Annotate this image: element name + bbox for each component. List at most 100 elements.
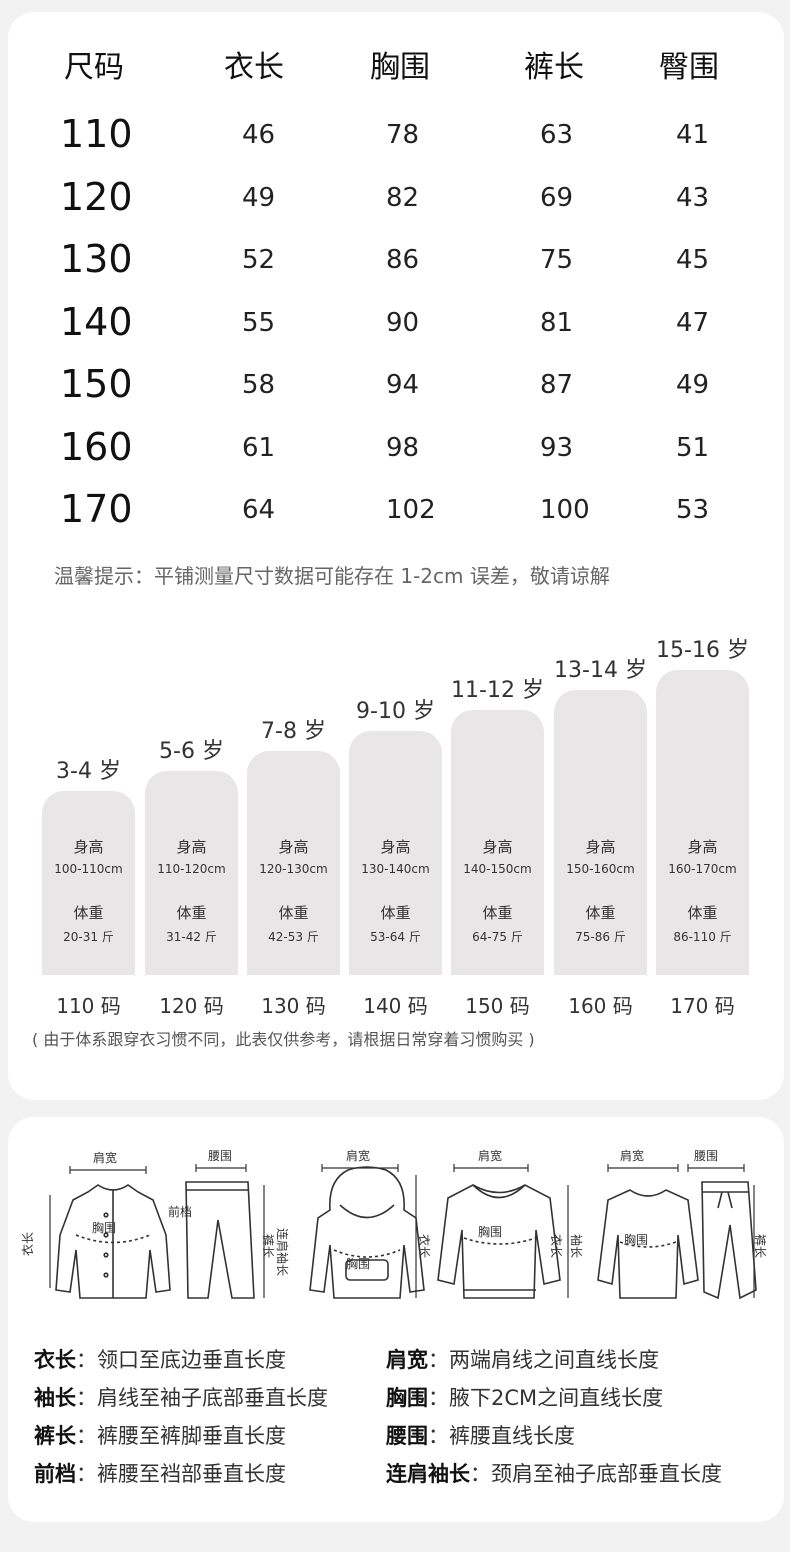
weight-label: 体重 [482, 904, 513, 922]
size-code: 170 码 [670, 994, 735, 1018]
age-bar [247, 751, 340, 975]
height-range: 160-170cm [668, 862, 737, 876]
weight-label: 体重 [585, 904, 616, 922]
age-label: 15-16 岁 [656, 638, 749, 663]
table-cell: 63 [540, 120, 574, 150]
diagram-label: 腰围 [694, 1149, 718, 1163]
table-cell: 94 [386, 370, 420, 400]
pants-icon [185, 1181, 255, 1299]
age-label: 7-8 岁 [261, 719, 326, 744]
diagram-label: 衣长 [20, 1232, 35, 1256]
size-cell: 170 [60, 487, 133, 531]
reference-note: ( 由于体系跟穿衣习惯不同，此表仅供参考，请根据日常穿着习惯购买 ) [32, 1030, 535, 1049]
table-cell: 98 [386, 432, 420, 463]
table-header: 胸围 [370, 50, 430, 85]
age-label: 5-6 岁 [159, 739, 224, 764]
diagram-label: 胸围 [478, 1224, 502, 1239]
age-label: 3-4 岁 [56, 759, 121, 784]
age-bar [656, 670, 749, 975]
weight-range: 20-31 斤 [63, 930, 114, 944]
table-cell: 81 [540, 307, 574, 338]
diagram-label: 腰围 [208, 1149, 232, 1163]
size-code: 130 码 [261, 994, 326, 1018]
diagram-label: 肩宽 [620, 1148, 644, 1163]
height-label: 身高 [380, 838, 411, 856]
table-cell: 69 [540, 182, 574, 213]
definition-item: 腰围：裤腰直线长度 [386, 1424, 575, 1448]
garment-diagrams: 肩宽 腰围 肩宽 肩宽 肩宽 腰围 胸围 胸围 胸围 胸围 衣长 前档 裤长 连… [20, 1148, 767, 1300]
height-label: 身高 [176, 838, 207, 856]
table-cell: 100 [540, 495, 590, 525]
height-range: 130-140cm [361, 862, 430, 876]
definition-item: 前档：裤腰至裆部垂直长度 [34, 1462, 286, 1486]
size-code: 160 码 [568, 994, 633, 1018]
height-label: 身高 [278, 838, 309, 856]
table-cell: 41 [676, 120, 710, 150]
table-cell: 86 [386, 245, 420, 275]
table-cell: 64 [242, 495, 276, 525]
height-range: 140-150cm [463, 862, 532, 876]
weight-range: 31-42 斤 [166, 930, 217, 944]
table-cell: 53 [676, 495, 710, 525]
table-header: 臀围 [659, 50, 719, 85]
table-cell: 58 [242, 370, 276, 400]
diagram-label: 胸围 [92, 1220, 116, 1235]
table-cell: 90 [386, 307, 420, 338]
definition-item: 连肩袖长：颈肩至袖子底部垂直长度 [386, 1462, 722, 1486]
table-header: 尺码 [64, 50, 124, 85]
table-cell: 93 [540, 432, 574, 463]
table-cell: 49 [676, 370, 710, 400]
height-range: 120-130cm [259, 862, 328, 876]
height-range: 110-120cm [157, 862, 226, 876]
age-bar [145, 771, 238, 975]
weight-label: 体重 [380, 904, 411, 922]
measurement-tip: 温馨提示：平铺测量尺寸数据可能存在 1-2cm 误差，敬请谅解 [54, 564, 610, 588]
height-label: 身高 [687, 838, 718, 856]
table-cell: 87 [540, 370, 574, 400]
weight-label: 体重 [176, 904, 207, 922]
height-label: 身高 [482, 838, 513, 856]
height-range: 100-110cm [54, 862, 123, 876]
age-label: 11-12 岁 [451, 678, 544, 703]
diagram-label: 连肩袖长 [275, 1228, 290, 1276]
table-cell: 51 [676, 432, 710, 463]
age-bar [349, 731, 442, 975]
table-cell: 52 [242, 245, 276, 275]
jacket-icon [55, 1184, 171, 1299]
table-header: 衣长 [224, 50, 284, 85]
table-cell: 47 [676, 307, 710, 338]
weight-label: 体重 [73, 904, 104, 922]
diagram-label: 肩宽 [478, 1148, 502, 1163]
diagram-label: 肩宽 [346, 1148, 370, 1163]
definition-item: 衣长：领口至底边垂直长度 [34, 1348, 286, 1372]
size-code: 140 码 [363, 994, 428, 1018]
size-cell: 160 [60, 424, 133, 469]
diagram-label: 裤长 [753, 1234, 767, 1258]
definition-item: 袖长：肩线至袖子底部垂直长度 [34, 1386, 328, 1410]
age-bar [42, 791, 135, 975]
size-cell: 130 [60, 237, 133, 281]
table-cell: 43 [676, 182, 710, 213]
height-range: 150-160cm [566, 862, 635, 876]
size-cell: 110 [60, 112, 133, 156]
table-cell: 49 [242, 182, 276, 213]
definition-item: 肩宽：两端肩线之间直线长度 [386, 1348, 659, 1372]
weight-label: 体重 [687, 904, 718, 922]
age-label: 9-10 岁 [356, 699, 435, 724]
diagram-label: 衣长 [417, 1234, 432, 1258]
table-cell: 75 [540, 245, 574, 275]
table-cell: 46 [242, 120, 276, 150]
diagram-label: 前档 [168, 1204, 192, 1219]
table-cell: 61 [242, 432, 276, 463]
table-cell: 55 [242, 307, 276, 338]
measurement-guide-card [8, 1117, 784, 1522]
table-cell: 82 [386, 182, 420, 213]
weight-range: 75-86 斤 [575, 930, 626, 944]
weight-range: 53-64 斤 [370, 930, 421, 944]
sweater-icon [437, 1184, 561, 1299]
weight-range: 64-75 斤 [472, 930, 523, 944]
diagram-label: 裤长 [261, 1234, 275, 1258]
diagram-label: 肩宽 [93, 1150, 117, 1165]
hoodie-icon [309, 1166, 425, 1299]
definition-item: 裤长：裤腰至裤脚垂直长度 [34, 1424, 286, 1448]
